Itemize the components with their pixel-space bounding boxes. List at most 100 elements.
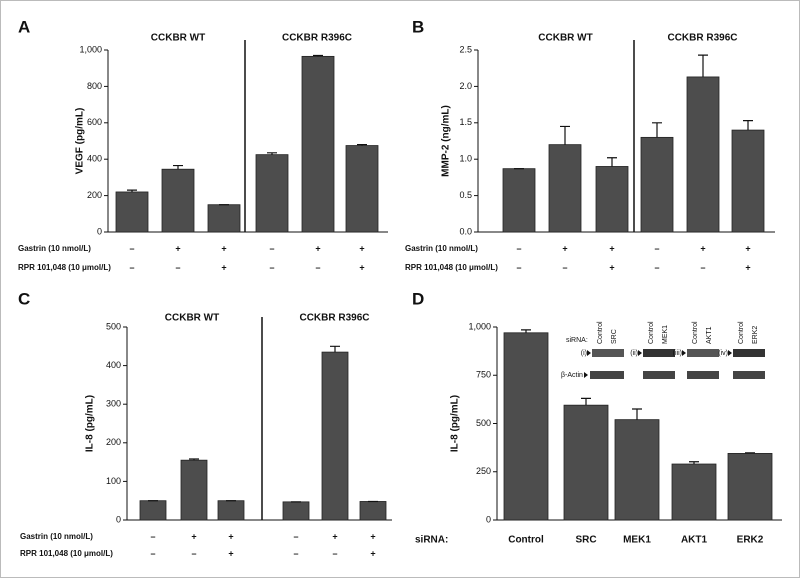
bar [161, 168, 195, 233]
condition-name: RPR 101,048 (10 μmol/L) [20, 549, 113, 558]
error-bar [267, 152, 277, 155]
y-tick-label: 0 [97, 226, 102, 236]
group-title: CCKBR WT [165, 313, 219, 324]
lane-label: Control [597, 321, 604, 344]
condition-sign: + [700, 243, 705, 253]
lane-label: Control [738, 321, 745, 344]
condition-sign: – [150, 531, 155, 541]
arrow [584, 372, 588, 378]
lane-label: Control [648, 321, 655, 344]
condition-sign: – [562, 262, 567, 272]
condition-sign: – [293, 548, 298, 558]
panel-label: D [412, 289, 424, 308]
condition-sign: + [359, 262, 364, 272]
y-tick-label: 1.5 [459, 117, 472, 127]
error-bar [698, 54, 708, 77]
arrow [682, 350, 686, 356]
condition-name: RPR 101,048 (10 μmol/L) [405, 263, 498, 272]
condition-sign: – [175, 262, 180, 272]
condition-sign: + [221, 243, 226, 253]
error-bar [743, 120, 753, 131]
blot [687, 371, 719, 379]
condition-name: Gastrin (10 nmol/L) [405, 244, 478, 253]
error-bar [357, 144, 367, 146]
blot [592, 349, 624, 357]
blot [733, 371, 765, 379]
bar [731, 129, 765, 233]
condition-sign: – [315, 262, 320, 272]
error-bar [607, 157, 617, 167]
error-bar [313, 54, 323, 57]
y-axis-label: IL-8 (pg/mL) [85, 395, 96, 452]
panel-label: B [412, 17, 424, 36]
condition-sign: + [609, 243, 614, 253]
y-axis-label: IL-8 (pg/mL) [450, 395, 461, 452]
condition-sign: – [293, 531, 298, 541]
error-bar [632, 408, 642, 420]
bar [640, 136, 674, 233]
y-tick-label: 300 [106, 399, 121, 409]
error-bar [521, 329, 531, 333]
y-tick-label: 200 [106, 437, 121, 447]
bar [180, 459, 208, 521]
condition-sign: + [175, 243, 180, 253]
condition-sign: – [332, 548, 337, 558]
x-tick-label: MEK1 [623, 535, 651, 546]
condition-sign: – [191, 548, 196, 558]
condition-sign: + [609, 262, 614, 272]
error-bar [689, 461, 699, 465]
panel-label: A [18, 17, 30, 36]
bar [563, 404, 609, 521]
condition-sign: – [269, 262, 274, 272]
bar [502, 168, 536, 233]
blot-marker: (ii) [630, 350, 638, 357]
condition-sign: + [370, 531, 375, 541]
condition-sign: – [129, 243, 134, 253]
condition-name: Gastrin (10 nmol/L) [18, 244, 91, 253]
blot [733, 349, 765, 357]
condition-sign: + [221, 262, 226, 272]
lane-label: SRC [611, 329, 618, 344]
loading-label: β-Actin [561, 372, 583, 379]
error-bar [330, 345, 340, 353]
group-title: CCKBR WT [151, 33, 205, 44]
bar [282, 501, 310, 521]
blot [643, 371, 675, 379]
bar [503, 332, 549, 521]
y-tick-label: 200 [87, 190, 102, 200]
y-tick-label: 500 [476, 418, 491, 428]
error-bar [652, 122, 662, 138]
blot [643, 349, 675, 357]
y-tick-label: 0.0 [459, 226, 472, 236]
inset-label: siRNA: [566, 337, 588, 344]
bar [301, 55, 335, 233]
bar [255, 154, 289, 233]
condition-sign: + [745, 243, 750, 253]
y-tick-label: 0.5 [459, 190, 472, 200]
blot-marker: (iii) [673, 350, 682, 357]
bar [321, 351, 349, 521]
y-tick-label: 500 [106, 321, 121, 331]
condition-sign: – [516, 243, 521, 253]
y-tick-label: 1,000 [468, 321, 491, 331]
y-tick-label: 0 [116, 514, 121, 524]
condition-sign: + [191, 531, 196, 541]
bar [217, 500, 245, 521]
x-tick-label: Control [508, 535, 544, 546]
bar [614, 419, 660, 521]
bar [345, 145, 379, 233]
y-axis-label: VEGF (pg/mL) [75, 108, 86, 175]
condition-sign: + [745, 262, 750, 272]
condition-sign: – [129, 262, 134, 272]
arrow [728, 350, 732, 356]
lane-label: AKT1 [706, 326, 713, 344]
y-tick-label: 750 [476, 370, 491, 380]
condition-sign: + [332, 531, 337, 541]
y-tick-label: 1,000 [79, 44, 102, 54]
condition-sign: – [654, 262, 659, 272]
y-axis-label: MMP-2 (ng/mL) [441, 105, 452, 177]
panel-label: C [18, 289, 30, 308]
y-tick-label: 400 [87, 154, 102, 164]
